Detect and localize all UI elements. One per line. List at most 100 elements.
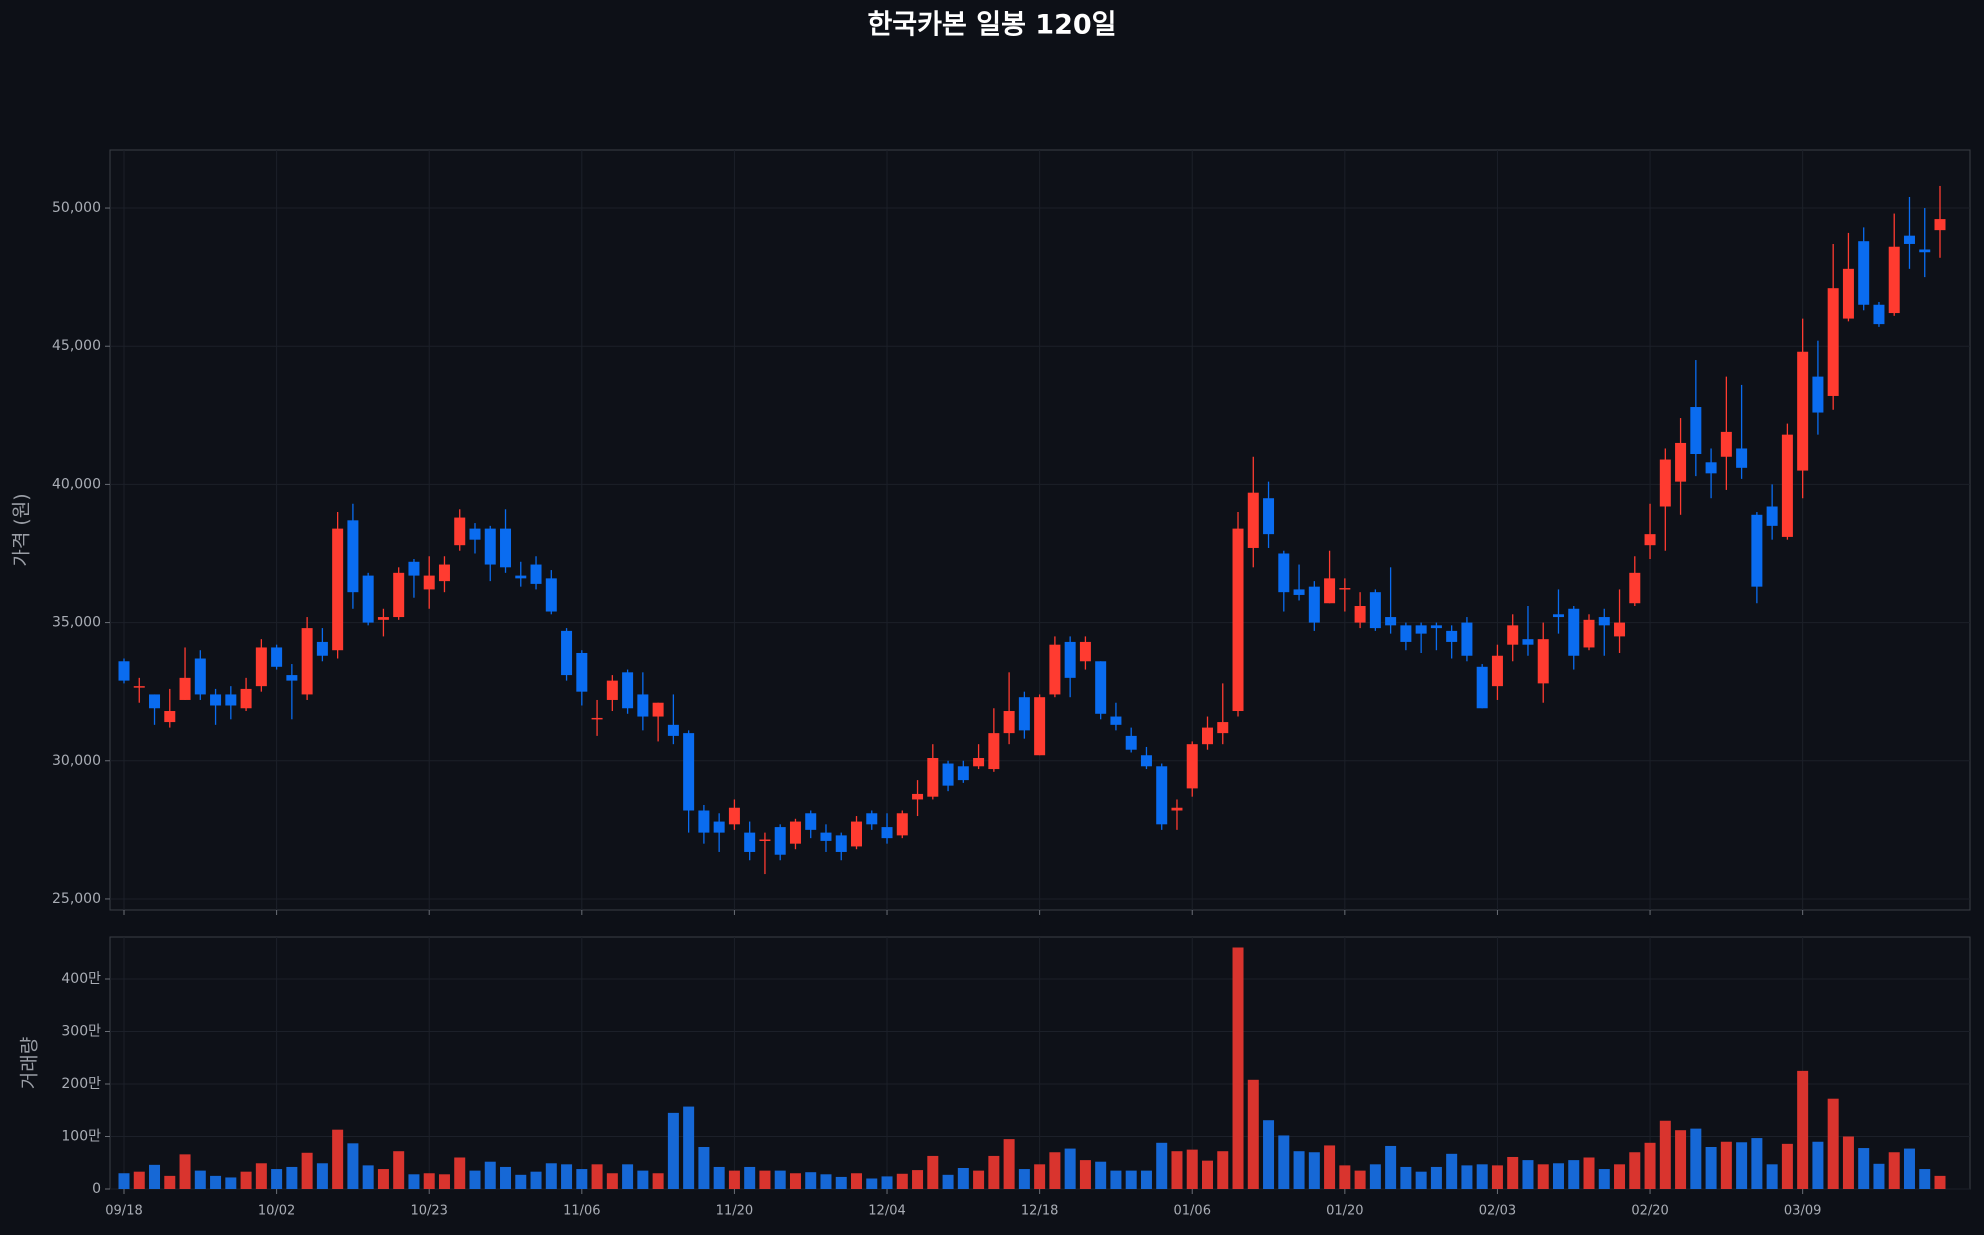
volume-bar <box>164 1175 176 1189</box>
volume-bar <box>1140 1170 1152 1189</box>
candle-body <box>973 758 985 767</box>
chart-title: 한국카본 일봉 120일 <box>867 10 1116 41</box>
candle-body <box>1293 589 1305 595</box>
volume-bar <box>1018 1169 1030 1189</box>
y-tick-label: 35,000 <box>52 615 101 631</box>
volume-bar <box>1522 1160 1534 1189</box>
x-tick-label: 11/20 <box>716 1204 753 1219</box>
candle-body <box>1461 622 1473 656</box>
volume-bar <box>225 1177 237 1189</box>
candle-body <box>210 694 222 706</box>
candle-body <box>1644 534 1656 546</box>
volume-bar <box>988 1155 1000 1189</box>
candle-body <box>1659 459 1671 507</box>
candle-body <box>1491 655 1503 687</box>
volume-bar <box>1781 1143 1793 1189</box>
volume-bar <box>500 1166 512 1189</box>
volume-bar <box>1324 1145 1336 1189</box>
candle-body <box>545 578 557 612</box>
candle-body <box>988 733 1000 770</box>
x-tick-label: 10/23 <box>410 1204 447 1219</box>
volume-bar <box>942 1174 954 1189</box>
volume-bar <box>1858 1148 1870 1189</box>
candle-body <box>286 675 298 681</box>
candle-body <box>1354 606 1366 623</box>
candle-body <box>896 813 908 836</box>
candle-body <box>484 528 496 565</box>
volume-bar <box>1339 1165 1351 1189</box>
candle-body <box>316 641 328 656</box>
candle-body <box>1079 641 1091 662</box>
candle-body <box>1720 431 1732 457</box>
volume-bar <box>179 1154 191 1189</box>
volume-bar <box>561 1164 573 1189</box>
candle-body <box>866 813 878 825</box>
volume-bar <box>622 1164 634 1189</box>
y-tick-label: 30,000 <box>52 753 101 769</box>
candle-body <box>667 724 679 736</box>
volume-bar <box>927 1155 939 1189</box>
candle-body <box>332 528 344 651</box>
volume-bar <box>255 1163 267 1189</box>
volume-bar <box>1125 1170 1137 1189</box>
x-tick-label: 10/02 <box>258 1204 295 1219</box>
candle-body <box>255 647 267 687</box>
candle-body <box>301 628 313 695</box>
candle-body <box>1385 617 1397 626</box>
candle-body <box>698 810 710 833</box>
volume-bar <box>1446 1153 1458 1189</box>
volume-bar <box>1659 1120 1671 1189</box>
y-axis-label: 가격 (원) <box>11 493 33 566</box>
volume-bar <box>332 1129 344 1189</box>
volume-bar <box>1812 1141 1824 1189</box>
candle-body <box>576 652 588 692</box>
candle-body <box>942 763 954 786</box>
volume-bar <box>1888 1152 1900 1189</box>
volume-bar <box>1049 1152 1061 1189</box>
volume-bar <box>469 1170 481 1189</box>
volume-bar <box>1247 1079 1259 1189</box>
volume-bar <box>774 1170 786 1189</box>
volume-bar <box>1369 1164 1381 1189</box>
volume-bar <box>1171 1151 1183 1189</box>
volume-bar <box>1064 1148 1076 1189</box>
candle-body <box>912 793 924 800</box>
volume-bar <box>606 1173 618 1189</box>
volume-bar <box>1827 1098 1839 1189</box>
candle-body <box>1919 249 1931 253</box>
volume-bar <box>1507 1156 1519 1189</box>
candle-body <box>1095 661 1107 714</box>
volume-bar <box>576 1169 588 1189</box>
volume-bar <box>728 1170 740 1189</box>
volume-bar <box>1201 1160 1213 1189</box>
candle-body <box>1629 572 1641 604</box>
volume-bar <box>1629 1152 1641 1189</box>
candle-body <box>500 528 512 568</box>
volume-bar <box>1095 1161 1107 1189</box>
volume-bar <box>210 1175 222 1189</box>
volume-bar <box>1568 1160 1580 1189</box>
candle-body <box>1903 235 1915 244</box>
candle-body <box>851 821 863 847</box>
y-tick-label: 45,000 <box>52 338 101 354</box>
x-tick-label: 02/20 <box>1631 1204 1668 1219</box>
volume-bar <box>362 1165 374 1189</box>
candle-body <box>1873 304 1885 325</box>
x-tick-label: 12/04 <box>868 1204 905 1219</box>
volume-bar <box>667 1112 679 1189</box>
volume-bar <box>1934 1175 1946 1189</box>
volume-bar <box>438 1174 450 1189</box>
volume-bar <box>1903 1148 1915 1189</box>
volume-bar <box>118 1173 130 1189</box>
volume-bar <box>1552 1163 1564 1189</box>
y-tick-label: 50,000 <box>52 200 101 216</box>
x-tick-label: 01/06 <box>1174 1204 1211 1219</box>
candle-body <box>1537 639 1549 684</box>
volume-bar <box>1583 1157 1595 1189</box>
candle-body <box>805 813 817 830</box>
volume-bar <box>1385 1145 1397 1189</box>
volume-bar <box>149 1164 161 1189</box>
volume-bar <box>1232 947 1244 1189</box>
x-tick-label: 03/09 <box>1784 1204 1821 1219</box>
